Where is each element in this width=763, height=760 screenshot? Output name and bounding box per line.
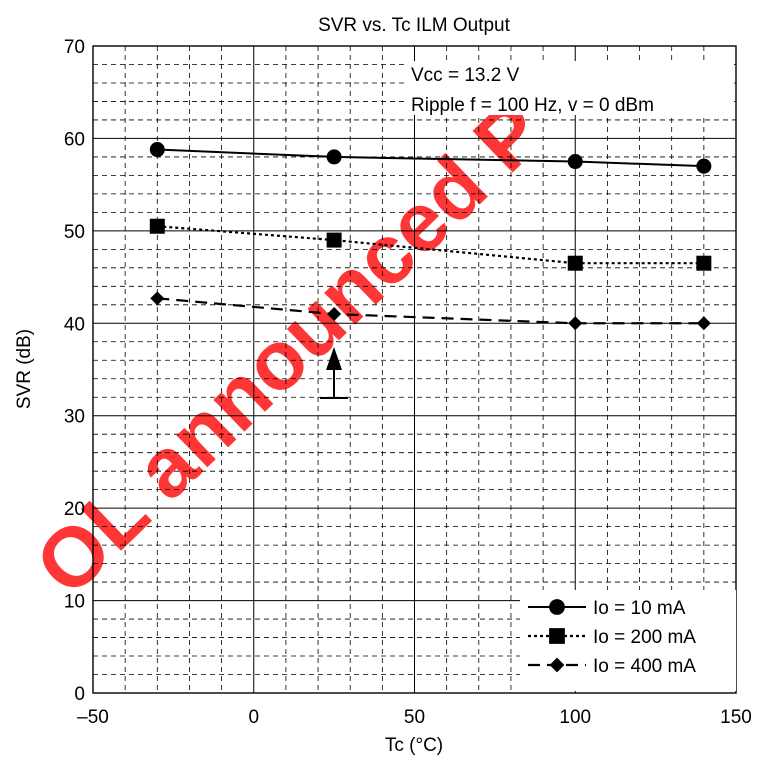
data-point-square: [326, 232, 342, 248]
chart-title: SVR vs. Tc ILM Output: [318, 15, 511, 36]
y-tick-label: 50: [64, 222, 85, 243]
data-point-circle: [696, 158, 712, 174]
y-tick-label: 30: [64, 407, 85, 428]
x-tick-label: –50: [77, 707, 109, 728]
watermark-text: OL announced P: [17, 83, 561, 613]
series-layer: [149, 142, 712, 331]
series-square: [149, 218, 712, 271]
legend-marker-circle: [549, 599, 565, 615]
arrow-marker-icon: [320, 347, 348, 399]
data-point-diamond: [150, 291, 165, 306]
legend-item: Io = 10 mA: [528, 598, 686, 619]
x-tick-label: 0: [248, 707, 259, 728]
x-axis-label: Tc (°C): [385, 735, 443, 756]
y-tick-label: 60: [64, 129, 85, 150]
data-point-circle: [149, 142, 165, 158]
data-point-square: [149, 218, 165, 234]
y-tick-label: 40: [64, 314, 85, 335]
series-circle: [149, 142, 712, 174]
legend-item: Io = 200 mA: [528, 627, 696, 648]
x-tick-label: 150: [720, 707, 752, 728]
watermark: OL announced P: [17, 83, 561, 613]
x-tick-label: 100: [559, 707, 591, 728]
y-tick-label: 10: [64, 592, 85, 613]
annotation-ripple: Ripple f = 100 Hz, v = 0 dBm: [411, 95, 654, 116]
legend: Io = 10 mA Io = 200 mA Io = 400 mA: [520, 590, 736, 691]
data-point-diamond: [696, 316, 711, 331]
legend-label: Io = 200 mA: [593, 627, 696, 648]
plot-frame: [92, 45, 737, 694]
legend-label: Io = 10 mA: [593, 598, 686, 619]
y-tick-label: 20: [64, 499, 85, 520]
series-line: [157, 148, 704, 168]
legend-marker-diamond: [549, 657, 565, 673]
legend-marker-square: [549, 628, 565, 644]
data-point-diamond: [568, 316, 583, 331]
data-point-circle: [326, 149, 342, 165]
data-point-square: [567, 255, 583, 271]
data-point-diamond: [327, 307, 342, 322]
legend-item: Io = 400 mA: [528, 656, 696, 677]
legend-label: Io = 400 mA: [593, 656, 696, 677]
y-tick-label: 70: [64, 37, 85, 58]
data-point-square: [696, 255, 712, 271]
series-line: [157, 297, 704, 325]
data-point-circle: [567, 154, 583, 170]
annotation-background: [405, 61, 734, 115]
series-diamond: [150, 291, 711, 331]
x-tick-label: 50: [404, 707, 425, 728]
y-tick-label: 0: [74, 684, 85, 705]
annotation-vcc: Vcc = 13.2 V: [411, 65, 520, 86]
y-axis-label: SVR (dB): [14, 329, 35, 409]
